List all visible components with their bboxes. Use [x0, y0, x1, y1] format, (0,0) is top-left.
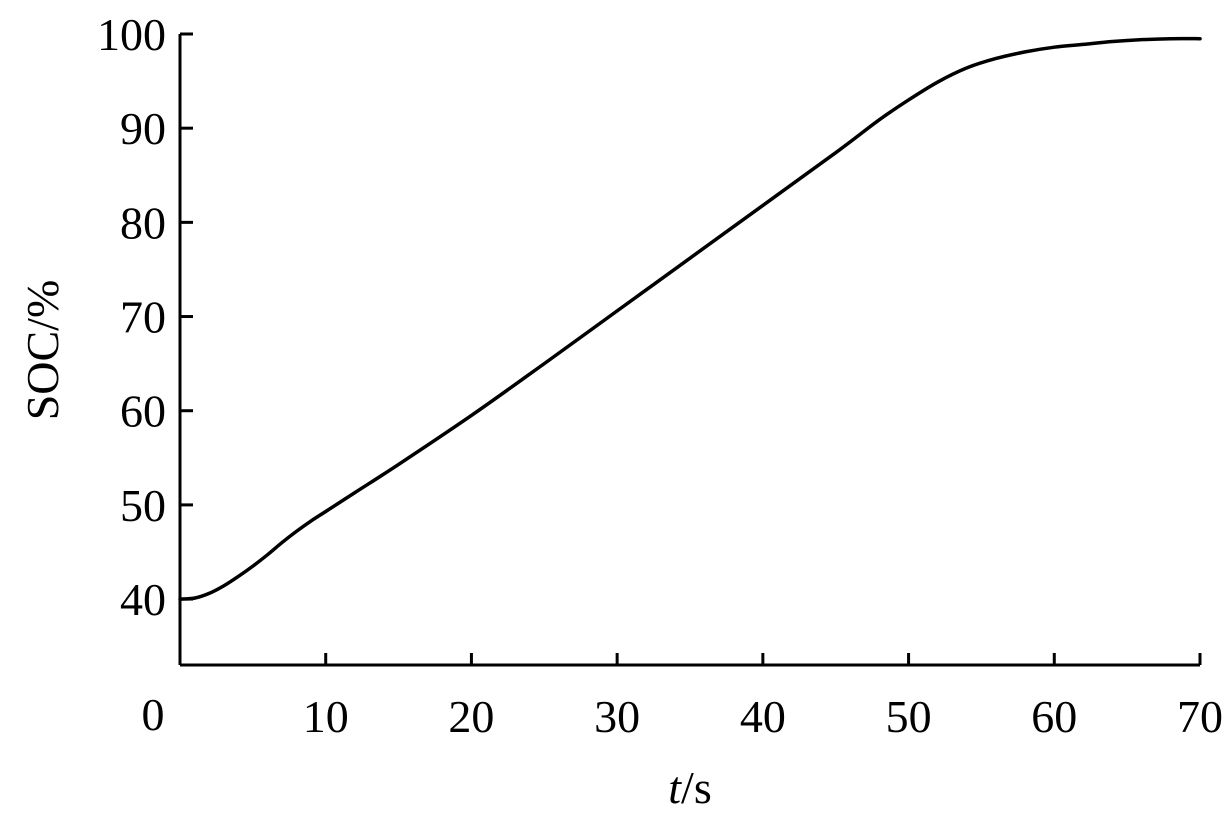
y-tick-label: 100: [97, 9, 166, 60]
y-tick-label: 90: [120, 103, 166, 154]
x-tick-label: 50: [886, 691, 932, 742]
x-tick-label: 60: [1031, 691, 1077, 742]
axes: [178, 34, 1200, 667]
y-tick-label: 80: [120, 197, 166, 248]
series-group: [178, 36, 1202, 601]
y-tick-label: 50: [120, 480, 166, 531]
x-axis-title: t/s: [668, 762, 711, 813]
x-tick-label: 30: [594, 691, 640, 742]
y-tick-label: 60: [120, 386, 166, 437]
y-tick-label: 40: [120, 574, 166, 625]
y-ticks: 40 50 60 70 80 90 100: [97, 9, 193, 625]
y-axis-title: SOC/%: [17, 280, 68, 421]
y-tick-label: 70: [120, 292, 166, 343]
x-tick-label: 40: [740, 691, 786, 742]
x-axis-title-unit: /s: [681, 762, 712, 813]
x-axis-title-variable: t: [668, 762, 682, 813]
x-tick-label: 10: [303, 691, 349, 742]
x-ticks: 10 20 30 40 50 60 70: [303, 653, 1223, 742]
x-tick-label: 70: [1177, 691, 1223, 742]
soc-series-line: [178, 36, 1202, 601]
x-tick-label: 20: [448, 691, 494, 742]
x-origin-tick-label: 0: [142, 689, 165, 740]
